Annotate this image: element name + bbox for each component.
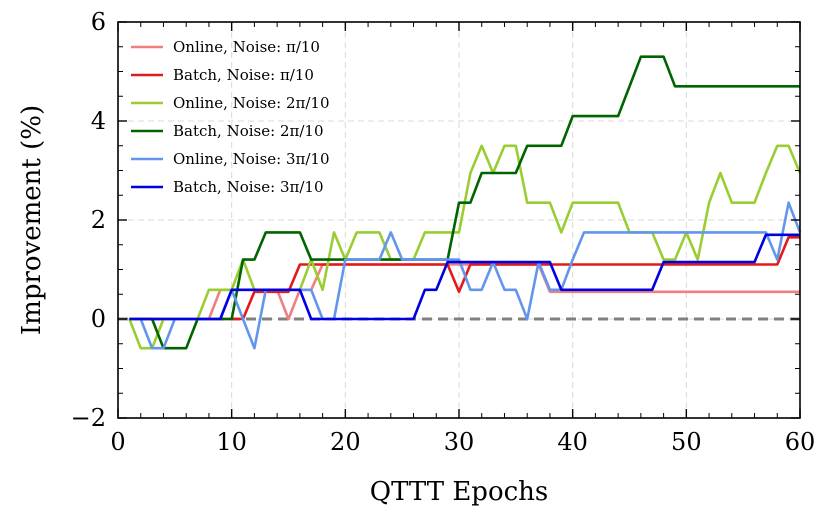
y-tick-label-3: 4 <box>91 107 106 135</box>
legend-label-1: Batch, Noise: π/10 <box>173 66 314 84</box>
y-tick-label-2: 2 <box>91 206 106 234</box>
y-axis-label: Improvement (%) <box>17 105 47 335</box>
x-tick-label-1: 10 <box>216 428 247 456</box>
series-line-5 <box>129 233 800 321</box>
x-tick-label-5: 50 <box>671 428 702 456</box>
x-tick-label-6: 60 <box>785 428 816 456</box>
y-tick-label-1: 0 <box>91 305 106 333</box>
legend-label-2: Online, Noise: 2π/10 <box>173 94 330 112</box>
x-tick-label-0: 0 <box>110 428 125 456</box>
x-tick-label-2: 20 <box>330 428 361 456</box>
y-tick-labels: −2 0 2 4 6 <box>71 8 106 432</box>
legend-label-4: Online, Noise: 3π/10 <box>173 150 330 168</box>
x-tick-label-4: 40 <box>557 428 588 456</box>
x-tick-label-3: 30 <box>444 428 475 456</box>
series-line-2 <box>128 144 802 350</box>
legend-label-5: Batch, Noise: 3π/10 <box>173 178 323 196</box>
series-lines <box>128 55 802 350</box>
y-tick-label-0: −2 <box>71 404 106 432</box>
legend-label-3: Batch, Noise: 2π/10 <box>173 122 323 140</box>
y-tick-label-4: 6 <box>91 8 106 36</box>
series-line-4 <box>129 201 802 350</box>
legend-label-0: Online, Noise: π/10 <box>173 38 320 56</box>
x-axis-label: QTTT Epochs <box>370 477 549 507</box>
axis-ticks <box>117 21 801 419</box>
series-line-3 <box>129 55 800 350</box>
x-tick-labels: 0 10 20 30 40 50 60 <box>110 428 815 456</box>
legend: Online, Noise: π/10 Batch, Noise: π/10 Onl… <box>131 38 330 196</box>
